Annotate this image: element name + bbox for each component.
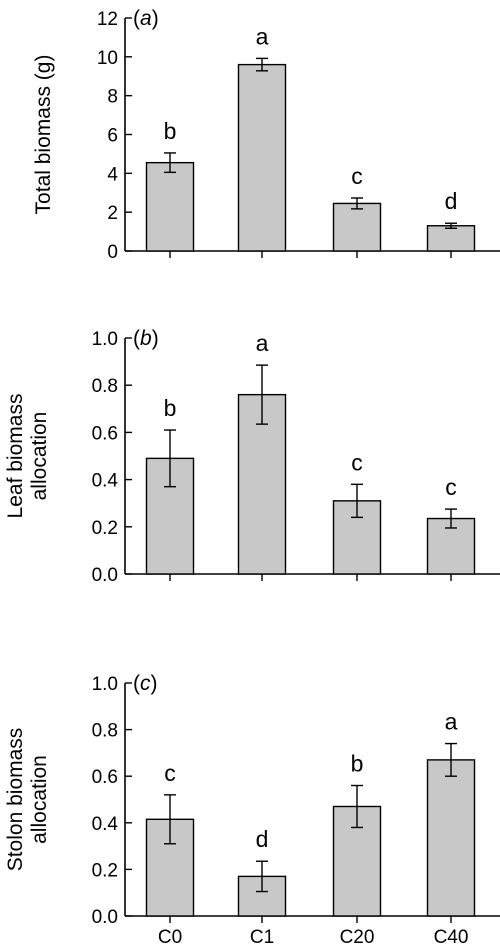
significance-letter: b [164, 395, 177, 421]
panel-label: (c) [133, 672, 158, 695]
y-tick-label: 10 [97, 48, 118, 69]
y-tick-label: 8 [107, 87, 118, 108]
error-bar [351, 483, 363, 519]
error-bar [256, 860, 268, 893]
y-tick-label: 4 [107, 164, 118, 185]
y-tick-label: 1.0 [92, 329, 118, 350]
significance-letter: d [445, 188, 458, 214]
significance-letter: a [256, 330, 269, 356]
panel-a: 0 2 4 6 8 10 12 Total biomass (g) (a) b a c d [32, 7, 500, 263]
significance-letter: a [445, 709, 458, 735]
panel-c: 0.0 0.2 0.4 0.6 0.8 1.0 Stolon biomass allocati… [4, 672, 500, 948]
error-bar [256, 364, 268, 425]
bar-c0 [145, 457, 195, 575]
y-axis-title: allocation [28, 755, 51, 844]
significance-letter: b [351, 751, 364, 777]
x-tick-label: C1 [250, 927, 274, 948]
y-tick-label: 0.0 [92, 565, 118, 586]
panel-label: (b) [133, 327, 159, 350]
significance-letter: d [256, 826, 269, 852]
bar-c40 [426, 225, 476, 252]
significance-letter: b [164, 118, 177, 144]
x-tick-label: C0 [158, 927, 182, 948]
error-bar [164, 152, 176, 174]
significance-letter: a [256, 23, 269, 49]
significance-letter: c [445, 474, 457, 500]
panel-b: 0.0 0.2 0.4 0.6 0.8 1.0 Leaf biomass allocation… [4, 327, 500, 586]
y-tick-label: 2 [107, 203, 118, 224]
y-axis-title: Stolon biomass [4, 728, 27, 872]
bar-c1 [237, 63, 287, 252]
bar-c0 [145, 161, 195, 252]
y-axis-title: Total biomass (g) [32, 55, 55, 215]
significance-letter: c [351, 449, 363, 475]
y-tick-label: 0.2 [92, 860, 118, 881]
panel-label: (a) [133, 7, 159, 30]
y-tick-label: 0 [107, 242, 118, 263]
error-bar [445, 742, 457, 777]
error-bar [445, 508, 457, 529]
y-tick-label: 0.8 [92, 721, 118, 742]
y-tick-label: 1.0 [92, 674, 118, 695]
significance-letter: c [164, 760, 176, 786]
significance-letter: c [351, 163, 363, 189]
y-tick-label: 6 [107, 126, 118, 147]
y-axis-title: allocation [28, 412, 51, 501]
bar-c40 [426, 759, 476, 917]
y-tick-label: 12 [97, 9, 118, 30]
y-tick-label: 0.6 [92, 767, 118, 788]
y-tick-label: 0.4 [92, 814, 119, 835]
error-bar [164, 794, 176, 845]
error-bar [164, 429, 176, 488]
x-tick-label: C40 [434, 927, 469, 948]
y-tick-label: 0.4 [92, 471, 119, 492]
error-bar [351, 197, 363, 210]
y-tick-label: 0.0 [92, 907, 118, 928]
bar-c20 [332, 202, 382, 252]
error-bar [351, 784, 363, 829]
y-tick-label: 0.8 [92, 376, 118, 397]
x-tick-label: C20 [340, 927, 375, 948]
error-bar [445, 222, 457, 229]
error-bar [256, 57, 268, 72]
y-tick-label: 0.6 [92, 423, 118, 444]
y-tick-label: 0.2 [92, 518, 118, 539]
y-axis-title: Leaf biomass [4, 394, 27, 519]
